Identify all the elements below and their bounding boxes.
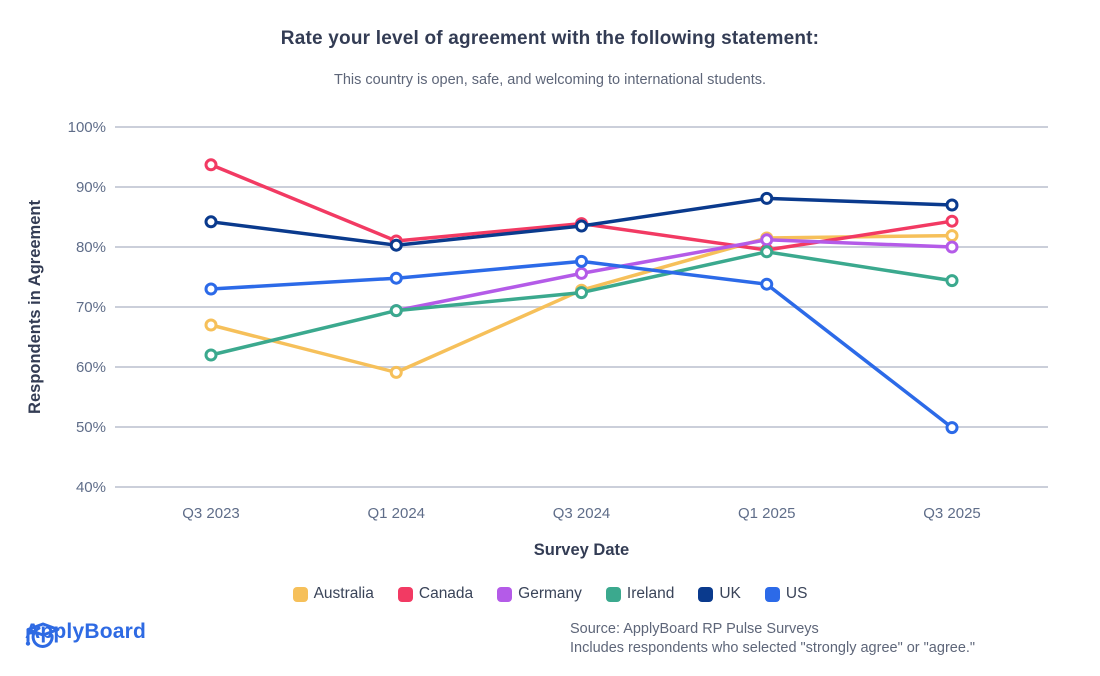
data-point-marker-us xyxy=(945,421,959,435)
legend-swatch-icon xyxy=(497,586,513,602)
data-point-marker-ireland xyxy=(760,245,774,259)
legend-label: Australia xyxy=(313,585,374,602)
source-line: Source: ApplyBoard RP Pulse Surveys xyxy=(570,621,819,637)
data-point-marker-us xyxy=(389,271,403,285)
data-point-marker-australia xyxy=(389,365,403,379)
y-tick-label: 100% xyxy=(68,119,106,136)
legend-label: Canada xyxy=(418,585,474,602)
data-point-marker-germany xyxy=(945,240,959,254)
data-point-marker-ireland xyxy=(945,274,959,288)
legend-item-uk[interactable]: UK xyxy=(698,585,741,603)
data-point-marker-australia xyxy=(204,318,218,332)
x-tick-label: Q3 2025 xyxy=(923,505,981,522)
x-axis-title: Survey Date xyxy=(534,541,629,559)
x-tick-label: Q1 2024 xyxy=(367,505,425,522)
data-point-marker-australia xyxy=(945,229,959,243)
data-point-marker-uk xyxy=(204,215,218,229)
x-tick-label: Q3 2023 xyxy=(182,505,240,522)
legend-item-us[interactable]: US xyxy=(764,585,808,603)
data-point-marker-uk xyxy=(575,219,588,233)
y-tick-label: 70% xyxy=(76,299,106,316)
legend-swatch-icon xyxy=(605,586,621,602)
applyboard-logo-wordmark: ApplyBoard xyxy=(25,620,147,643)
chart-subtitle: This country is open, safe, and welcomin… xyxy=(333,72,767,88)
data-point-marker-canada xyxy=(945,214,959,228)
data-point-marker-uk xyxy=(945,198,959,212)
legend-label: UK xyxy=(719,585,741,602)
legend-label: Ireland xyxy=(626,585,675,602)
data-point-marker-us xyxy=(575,254,588,268)
data-point-marker-uk xyxy=(389,238,403,252)
y-tick-label: 60% xyxy=(76,359,106,376)
chart-title: Rate your level of agreement with the fo… xyxy=(280,28,820,49)
x-tick-label: Q1 2025 xyxy=(738,505,796,522)
legend-item-australia[interactable]: Australia xyxy=(292,585,374,603)
applyboard-logo-icon xyxy=(25,622,60,648)
x-tick-label: Q3 2024 xyxy=(553,505,611,522)
data-point-marker-uk xyxy=(760,191,774,205)
data-point-marker-us xyxy=(760,277,774,291)
legend-item-germany[interactable]: Germany xyxy=(497,585,582,603)
data-point-marker-ireland xyxy=(389,304,403,318)
y-tick-label: 50% xyxy=(76,419,106,436)
legend-swatch-icon xyxy=(698,586,714,602)
legend-label: US xyxy=(785,585,808,602)
legend-swatch-icon xyxy=(292,586,308,602)
y-axis-title: Respondents in Agreement xyxy=(26,200,44,414)
legend-swatch-icon xyxy=(397,586,413,602)
source-disclaimer-line: Includes respondents who selected "stron… xyxy=(570,640,976,656)
line-chart: 100% 90% 80% 70% 60% 50% 40% Q3 2023 Q1 2024 Q3 2… xyxy=(26,119,1048,559)
legend-item-ireland[interactable]: Ireland xyxy=(605,585,675,603)
data-point-marker-ireland xyxy=(575,286,588,300)
legend-swatch-icon xyxy=(764,586,780,602)
series-line-germany xyxy=(394,238,954,313)
data-point-marker-germany xyxy=(575,266,588,280)
y-tick-label: 80% xyxy=(76,239,106,256)
legend-item-canada[interactable]: Canada xyxy=(397,585,474,603)
y-tick-label: 40% xyxy=(76,479,106,496)
data-point-marker-germany xyxy=(760,233,774,247)
chart-legend: Australia Canada Germany Ireland UK US xyxy=(0,585,1100,603)
y-tick-label: 90% xyxy=(76,179,106,196)
data-point-marker-canada xyxy=(204,158,218,172)
data-point-marker-ireland xyxy=(204,348,218,362)
applyboard-logo: ApplyBoard xyxy=(25,620,147,648)
source-note: Source: ApplyBoard RP Pulse Surveys Incl… xyxy=(570,620,1090,658)
data-point-marker-us xyxy=(204,282,218,296)
legend-label: Germany xyxy=(518,585,582,602)
